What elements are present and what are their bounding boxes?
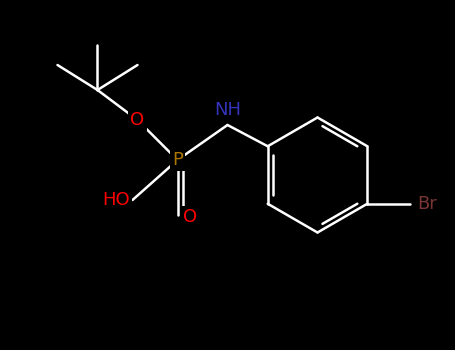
Text: HO: HO	[102, 191, 130, 209]
Text: O: O	[182, 209, 197, 226]
Text: O: O	[131, 111, 145, 129]
Text: P: P	[172, 151, 183, 169]
Text: NH: NH	[214, 101, 241, 119]
Text: Br: Br	[417, 195, 437, 213]
